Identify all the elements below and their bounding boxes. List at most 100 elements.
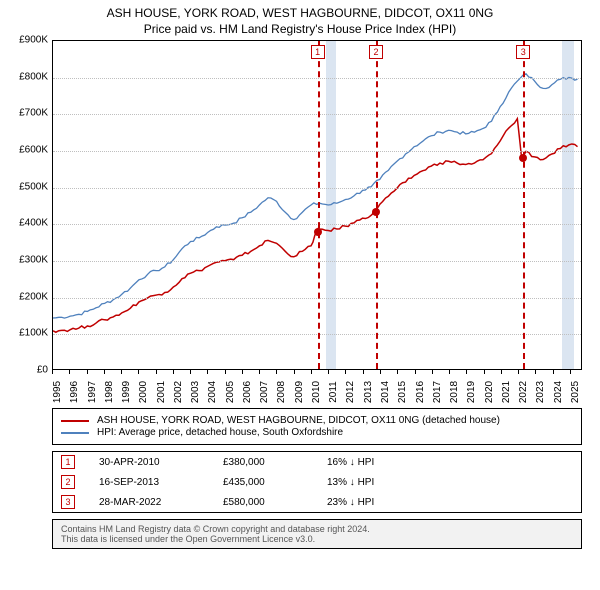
- x-tick: [432, 370, 433, 374]
- x-tick: [276, 370, 277, 374]
- event-marker-box: 2: [369, 45, 383, 59]
- event-price: £435,000: [223, 477, 303, 488]
- x-tick: [311, 370, 312, 374]
- x-tick: [207, 370, 208, 374]
- x-tick: [397, 370, 398, 374]
- event-row: 2 16-SEP-2013 £435,000 13% ↓ HPI: [53, 472, 581, 492]
- legend-swatch-subject: [61, 420, 89, 422]
- x-tick-label: 2010: [311, 381, 322, 403]
- event-date: 28-MAR-2022: [99, 497, 199, 508]
- event-marker-box: 3: [516, 45, 530, 59]
- y-tick-label: £400K: [19, 218, 48, 229]
- x-tick: [259, 370, 260, 374]
- legend-swatch-hpi: [61, 432, 89, 434]
- x-tick-label: 1999: [121, 381, 132, 403]
- event-line: [318, 41, 320, 369]
- event-line: [523, 41, 525, 369]
- event-date: 30-APR-2010: [99, 457, 199, 468]
- x-axis-labels: 1995199619971998199920002001200220032004…: [52, 370, 582, 400]
- x-tick: [449, 370, 450, 374]
- x-tick-label: 2014: [380, 381, 391, 403]
- series-line-hpi: [53, 74, 578, 318]
- event-date: 16-SEP-2013: [99, 477, 199, 488]
- events-table: 1 30-APR-2010 £380,000 16% ↓ HPI 2 16-SEP-201…: [52, 451, 582, 513]
- y-tick-label: £100K: [19, 328, 48, 339]
- x-tick: [294, 370, 295, 374]
- y-tick-label: £700K: [19, 108, 48, 119]
- x-tick-label: 2006: [242, 381, 253, 403]
- x-tick-label: 2025: [570, 381, 581, 403]
- chart-area: £0£100K£200K£300K£400K£500K£600K£700K£80…: [10, 40, 590, 400]
- x-tick-label: 2002: [173, 381, 184, 403]
- event-number-box: 2: [61, 475, 75, 489]
- x-tick-label: 2017: [432, 381, 443, 403]
- title-block: ASH HOUSE, YORK ROAD, WEST HAGBOURNE, DI…: [10, 6, 590, 36]
- x-tick-label: 1998: [104, 381, 115, 403]
- x-tick-label: 1995: [52, 381, 63, 403]
- x-tick-label: 1997: [87, 381, 98, 403]
- y-tick-label: £500K: [19, 181, 48, 192]
- x-tick: [553, 370, 554, 374]
- x-tick-label: 2020: [484, 381, 495, 403]
- x-tick: [466, 370, 467, 374]
- event-number-box: 3: [61, 495, 75, 509]
- x-tick: [104, 370, 105, 374]
- x-tick: [242, 370, 243, 374]
- x-tick-label: 2004: [207, 381, 218, 403]
- x-tick-label: 2021: [501, 381, 512, 403]
- x-tick: [190, 370, 191, 374]
- plot-area: 1 2 3: [52, 40, 582, 370]
- x-tick: [69, 370, 70, 374]
- x-tick-label: 2023: [535, 381, 546, 403]
- legend-box: ASH HOUSE, YORK ROAD, WEST HAGBOURNE, DI…: [52, 408, 582, 445]
- event-number-box: 1: [61, 455, 75, 469]
- x-tick-label: 2005: [225, 381, 236, 403]
- event-row: 1 30-APR-2010 £380,000 16% ↓ HPI: [53, 452, 581, 472]
- event-row: 328-MAR-2022£580,00023% ↓ HPI: [53, 492, 581, 512]
- x-tick: [570, 370, 571, 374]
- y-tick-label: £300K: [19, 255, 48, 266]
- chart-container: ASH HOUSE, YORK ROAD, WEST HAGBOURNE, DI…: [0, 0, 600, 557]
- legend-label-hpi: HPI: Average price, detached house, Sout…: [97, 427, 343, 438]
- footer-box: Contains HM Land Registry data © Crown c…: [52, 519, 582, 549]
- x-tick: [138, 370, 139, 374]
- x-tick-label: 2009: [294, 381, 305, 403]
- x-tick: [225, 370, 226, 374]
- x-tick-label: 2019: [466, 381, 477, 403]
- x-tick-label: 2022: [518, 381, 529, 403]
- event-line: [376, 41, 378, 369]
- event-marker-point: [519, 154, 527, 162]
- x-tick: [501, 370, 502, 374]
- y-tick-label: £200K: [19, 291, 48, 302]
- x-tick: [121, 370, 122, 374]
- x-tick-label: 2012: [345, 381, 356, 403]
- x-tick: [87, 370, 88, 374]
- x-tick-label: 2013: [363, 381, 374, 403]
- y-tick-label: £600K: [19, 145, 48, 156]
- x-tick: [173, 370, 174, 374]
- event-price: £380,000: [223, 457, 303, 468]
- x-tick: [328, 370, 329, 374]
- x-tick-label: 2001: [156, 381, 167, 403]
- x-tick-label: 2018: [449, 381, 460, 403]
- event-delta: 16% ↓ HPI: [327, 457, 427, 468]
- x-tick-label: 2016: [415, 381, 426, 403]
- x-tick: [345, 370, 346, 374]
- footer-line-1: Contains HM Land Registry data © Crown c…: [61, 524, 573, 534]
- event-marker-point: [314, 228, 322, 236]
- x-tick: [380, 370, 381, 374]
- x-tick: [415, 370, 416, 374]
- x-tick: [52, 370, 53, 374]
- event-marker-box: 1: [311, 45, 325, 59]
- x-tick: [156, 370, 157, 374]
- x-tick-label: 2011: [328, 381, 339, 403]
- y-tick-label: £900K: [19, 35, 48, 46]
- x-tick: [363, 370, 364, 374]
- event-price: £580,000: [223, 497, 303, 508]
- x-tick: [518, 370, 519, 374]
- x-tick-label: 2008: [276, 381, 287, 403]
- event-marker-point: [372, 208, 380, 216]
- event-delta: 13% ↓ HPI: [327, 477, 427, 488]
- y-tick-label: £0: [37, 365, 48, 376]
- chart-subtitle: Price paid vs. HM Land Registry's House …: [10, 22, 590, 36]
